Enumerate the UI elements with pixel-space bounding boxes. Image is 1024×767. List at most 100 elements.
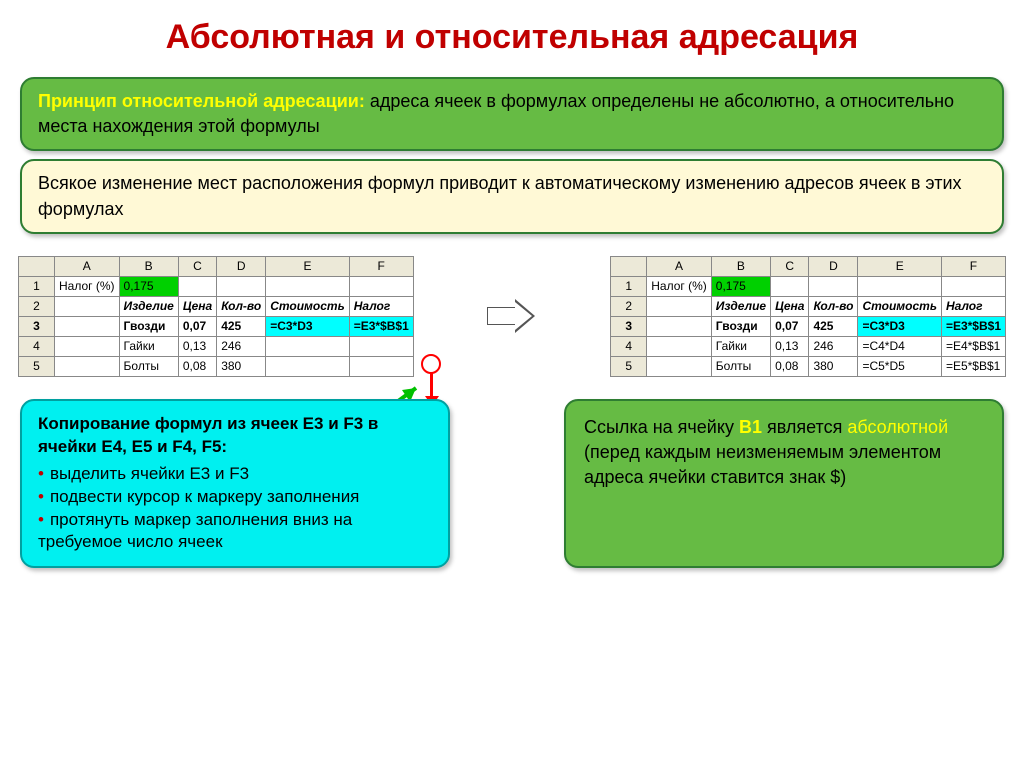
cell: =C5*D5: [858, 356, 942, 376]
col-header: C: [178, 256, 216, 276]
spreadsheet-before: ABCDEF 1Налог (%)0,175 2 ИзделиеЦенаКол-воС…: [18, 256, 414, 377]
principle-box: Принцип относительной адресации: адреса …: [20, 77, 1004, 151]
cell: Налог: [349, 296, 413, 316]
copy-step: протянуть маркер заполнения вниз на треб…: [38, 509, 432, 555]
cell: =E3*$B$1: [941, 316, 1005, 336]
cell: [647, 356, 712, 376]
cell: =C4*D4: [858, 336, 942, 356]
cell: [858, 276, 942, 296]
copy-instructions-callout: Копирование формул из ячеек E3 и F3 в яч…: [20, 399, 450, 569]
copy-step: выделить ячейки E3 и F3: [38, 463, 432, 486]
cell: =C3*D3: [858, 316, 942, 336]
slide-title: Абсолютная и относительная адресация: [0, 0, 1024, 71]
row-header: 4: [19, 336, 55, 356]
cell: Налог (%): [647, 276, 712, 296]
cell: =E4*$B$1: [941, 336, 1005, 356]
copy-step: подвести курсор к маркеру заполнения: [38, 486, 432, 509]
cell: 380: [217, 356, 266, 376]
corner-header: [19, 256, 55, 276]
col-header: B: [711, 256, 770, 276]
spreadsheet-after: ABCDEF1Налог (%)0,1752ИзделиеЦенаКол-воС…: [610, 256, 1006, 377]
fill-handle-marker-icon: [421, 354, 441, 374]
cell: [349, 356, 413, 376]
cell: [647, 316, 712, 336]
cell: 0,175: [711, 276, 770, 296]
copy-lead: Копирование формул из ячеек E3 и F3 в яч…: [38, 413, 432, 459]
cell: [941, 276, 1005, 296]
cell: 246: [217, 336, 266, 356]
cell: 246: [809, 336, 858, 356]
row-header: 4: [611, 336, 647, 356]
cell: Налог: [941, 296, 1005, 316]
copy-steps-list: выделить ячейки E3 и F3подвести курсор к…: [38, 463, 432, 555]
cell: Кол-во: [217, 296, 266, 316]
row-header: 1: [19, 276, 55, 296]
col-header: F: [941, 256, 1005, 276]
cell: [266, 276, 350, 296]
cell: Стоимость: [266, 296, 350, 316]
col-header: F: [349, 256, 413, 276]
absolute-ref-callout: Ссылка на ячейку B1 является абсолютной …: [564, 399, 1004, 569]
corner-header: [611, 256, 647, 276]
cell: Гайки: [119, 336, 178, 356]
cell: Налог (%): [55, 276, 120, 296]
cell: =E5*$B$1: [941, 356, 1005, 376]
cell: [55, 316, 120, 336]
cell: =E3*$B$1: [349, 316, 413, 336]
cell: 0,07: [771, 316, 809, 336]
cell: [647, 336, 712, 356]
abs-p1b: является: [762, 417, 847, 437]
cell: [55, 356, 120, 376]
col-header: A: [647, 256, 712, 276]
cell: [647, 296, 712, 316]
row-header: 2: [19, 296, 55, 316]
cell: =C3*D3: [266, 316, 350, 336]
cell: Болты: [119, 356, 178, 376]
row-header: 5: [611, 356, 647, 376]
cell: [771, 276, 809, 296]
cell: [349, 336, 413, 356]
col-header: D: [809, 256, 858, 276]
cell: 0,08: [771, 356, 809, 376]
cell: Цена: [771, 296, 809, 316]
col-header: E: [858, 256, 942, 276]
col-header: E: [266, 256, 350, 276]
principle-lead: Принцип относительной адресации:: [38, 91, 365, 111]
col-header: A: [55, 256, 120, 276]
cell: 0,13: [178, 336, 216, 356]
transform-arrow-icon: [487, 297, 537, 335]
cell: 0,07: [178, 316, 216, 336]
col-header: B: [119, 256, 178, 276]
cell: 425: [217, 316, 266, 336]
cell: Гвозди: [119, 316, 178, 336]
cell: Гайки: [711, 336, 770, 356]
cell: 425: [809, 316, 858, 336]
row-header: 3: [611, 316, 647, 336]
row-header: 1: [611, 276, 647, 296]
bottom-row: Копирование формул из ячеек E3 и F3 в яч…: [20, 399, 1004, 569]
cell: Цена: [178, 296, 216, 316]
col-header: D: [217, 256, 266, 276]
cell: 380: [809, 356, 858, 376]
col-header: C: [771, 256, 809, 276]
rule-box: Всякое изменение мест расположения форму…: [20, 159, 1004, 233]
cell: 0,175: [119, 276, 178, 296]
cell: Стоимость: [858, 296, 942, 316]
tables-row: ABCDEF1Налог (%)0,1752ИзделиеЦенаКол-воС…: [18, 256, 1006, 377]
row-header: 2: [611, 296, 647, 316]
abs-cellref: B1: [739, 417, 762, 437]
cell: [809, 276, 858, 296]
abs-p1a: Ссылка на ячейку: [584, 417, 739, 437]
cell: Изделие: [119, 296, 178, 316]
cell: Гвозди: [711, 316, 770, 336]
cell: 0,13: [771, 336, 809, 356]
cell: 0,08: [178, 356, 216, 376]
cell: [55, 296, 120, 316]
abs-word: абсолютной: [847, 417, 948, 437]
cell: [266, 356, 350, 376]
cell: [55, 336, 120, 356]
cell: [178, 276, 216, 296]
cell: Кол-во: [809, 296, 858, 316]
row-header: 5: [19, 356, 55, 376]
row-header: 3: [19, 316, 55, 336]
